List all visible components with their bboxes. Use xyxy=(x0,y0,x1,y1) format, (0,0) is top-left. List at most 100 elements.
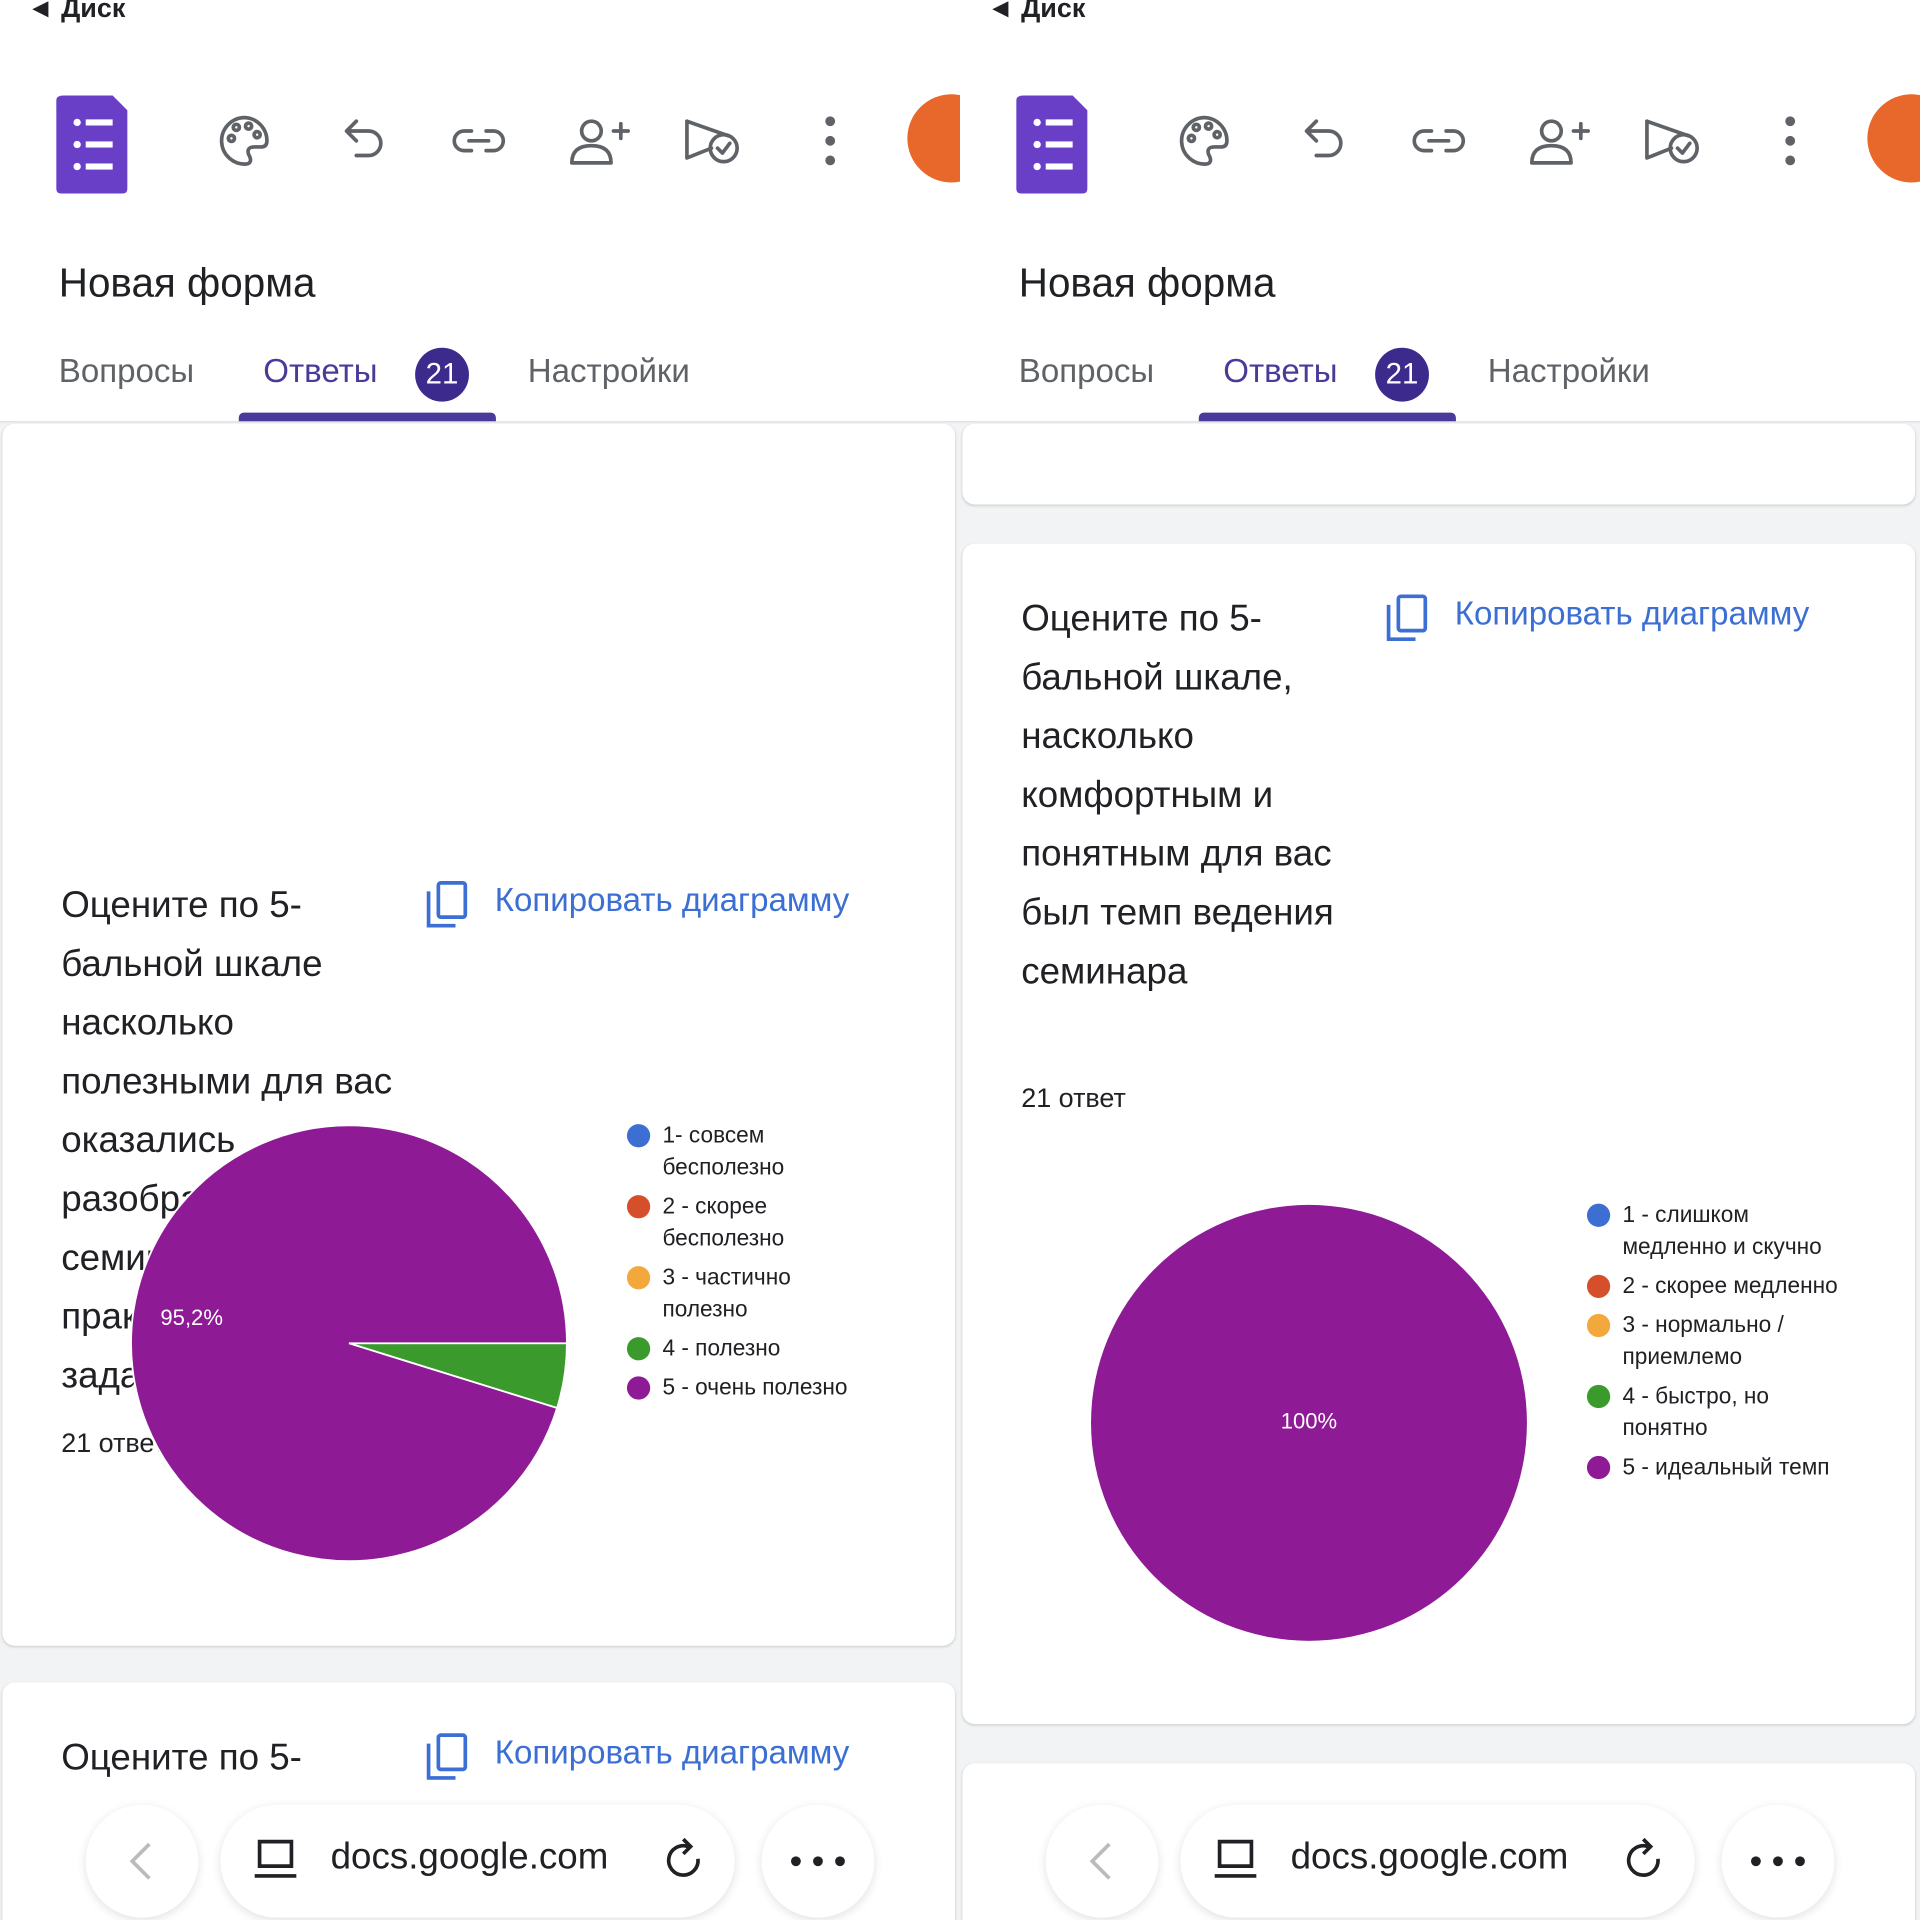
address-bar[interactable]: docs.google.com xyxy=(1180,1804,1695,1918)
legend-item: 2 - скорее бесполезно xyxy=(626,1190,872,1254)
undo-button[interactable] xyxy=(1304,119,1343,158)
response-count-badge: 21 xyxy=(415,347,469,402)
legend-swatch xyxy=(1586,1313,1611,1338)
icon xyxy=(219,115,269,166)
pie-value-label: 95,2% xyxy=(160,1305,222,1330)
copy-chart-button[interactable]: Копировать диаграмму xyxy=(494,1733,850,1771)
add-collaborator-button[interactable] xyxy=(1530,119,1591,165)
icon xyxy=(344,119,383,158)
icon xyxy=(1412,129,1466,153)
forms-icon-line xyxy=(85,141,113,148)
icon xyxy=(835,1856,845,1867)
icon xyxy=(1626,1837,1660,1877)
back-icon xyxy=(129,1842,151,1880)
tab-responses[interactable]: Ответы xyxy=(263,352,378,390)
legend-swatch xyxy=(626,1376,651,1400)
icon xyxy=(1785,135,1796,146)
palette-button[interactable] xyxy=(1179,115,1229,166)
reload-icon[interactable] xyxy=(1621,1837,1670,1886)
forms-icon xyxy=(56,95,128,194)
address-bar[interactable]: docs.google.com xyxy=(220,1804,735,1918)
forms-icon-line xyxy=(85,119,113,126)
pie-value-label: 100% xyxy=(1281,1409,1337,1434)
icon xyxy=(579,119,604,143)
icon xyxy=(825,135,836,146)
legend-swatch xyxy=(626,1266,651,1290)
forms-icon-dot xyxy=(1033,118,1041,127)
pie-chart: 95,2% xyxy=(130,1124,568,1563)
palette-button[interactable] xyxy=(219,115,269,166)
icon xyxy=(1751,1856,1761,1867)
copy-icon[interactable] xyxy=(424,1731,471,1782)
legend-label: 1 - слишком медленно и скучно xyxy=(1622,1201,1822,1259)
icon xyxy=(813,1856,823,1867)
legend-label: 4 - полезно xyxy=(662,1334,781,1361)
browser-back-button[interactable] xyxy=(85,1804,199,1918)
legend-item: 5 - идеальный темп xyxy=(1586,1451,1844,1483)
legend-label: 5 - идеальный темп xyxy=(1622,1453,1830,1480)
add-collaborator-button[interactable] xyxy=(570,119,631,165)
legend-swatch xyxy=(1586,1384,1611,1409)
icon xyxy=(436,1733,468,1772)
icon xyxy=(570,121,631,165)
legend: 1 - слишком медленно и скучно 2 - скорее … xyxy=(1586,1199,1844,1483)
browser-menu-button[interactable] xyxy=(761,1804,875,1918)
status-back[interactable]: ◄ Диск xyxy=(26,0,126,24)
tab-indicator xyxy=(238,412,496,422)
copy-icon[interactable] xyxy=(424,879,471,930)
tab-settings[interactable]: Настройки xyxy=(1487,352,1650,390)
legend-swatch xyxy=(1586,1203,1611,1227)
tab-responses[interactable]: Ответы xyxy=(1223,352,1338,390)
icon xyxy=(1675,141,1692,155)
icon xyxy=(1214,1839,1257,1878)
icon xyxy=(1212,129,1223,140)
tab-questions[interactable]: Вопросы xyxy=(1018,352,1155,390)
tab-questions[interactable]: Вопросы xyxy=(58,352,195,390)
legend-label: 3 - частично полезно xyxy=(662,1263,791,1322)
more-button[interactable] xyxy=(1785,116,1796,166)
icon xyxy=(715,141,732,155)
copy-chart-button[interactable]: Копировать диаграмму xyxy=(1454,595,1810,632)
icon xyxy=(1785,155,1796,166)
phone-screen: ◄ Диск Новая форма Вопросы Ответы 21 Настройк… xyxy=(0,0,960,1920)
icon xyxy=(426,891,456,928)
forms-icon-dot xyxy=(73,140,81,149)
copy-icon[interactable] xyxy=(1384,593,1431,644)
undo-button[interactable] xyxy=(344,119,383,158)
avatar[interactable] xyxy=(1867,94,1920,183)
send-button[interactable] xyxy=(685,119,739,164)
more-button[interactable] xyxy=(825,116,836,166)
forms-icon-line xyxy=(1045,141,1073,148)
icon xyxy=(1539,119,1564,143)
icon xyxy=(825,155,836,166)
legend-swatch xyxy=(1586,1274,1611,1298)
browser-back-button[interactable] xyxy=(1045,1804,1159,1918)
forms-icon xyxy=(1016,95,1088,194)
status-back[interactable]: ◄ Диск xyxy=(986,0,1086,24)
legend-label: 5 - очень полезно xyxy=(662,1373,848,1400)
tab-settings[interactable]: Настройки xyxy=(527,352,690,390)
icon xyxy=(1179,115,1229,166)
response-card: Оцените по 5-бальной шкале насколько пол… xyxy=(2,423,956,1646)
browser-menu-button[interactable] xyxy=(1721,1804,1835,1918)
copy-chart-button[interactable]: Копировать диаграмму xyxy=(494,881,850,919)
question-text: Оцените по 5- xyxy=(61,1737,302,1778)
link-button[interactable] xyxy=(1412,129,1466,153)
icon xyxy=(825,116,836,127)
menu-icon xyxy=(1751,1856,1805,1867)
icon xyxy=(226,133,237,144)
send-button[interactable] xyxy=(1645,119,1699,164)
forms-icon-line xyxy=(1045,163,1073,170)
reload-icon[interactable] xyxy=(661,1837,710,1886)
forms-icon-line xyxy=(85,163,113,170)
icon xyxy=(1386,604,1416,642)
icon xyxy=(243,121,254,132)
legend-item: 4 - быстро, но понятно xyxy=(1586,1380,1844,1444)
icon xyxy=(1089,1842,1111,1880)
legend-label: 2 - скорее медленно xyxy=(1622,1272,1838,1298)
toolbar xyxy=(56,94,960,194)
avatar[interactable] xyxy=(907,94,960,183)
link-button[interactable] xyxy=(452,129,506,153)
icon xyxy=(1785,116,1796,127)
